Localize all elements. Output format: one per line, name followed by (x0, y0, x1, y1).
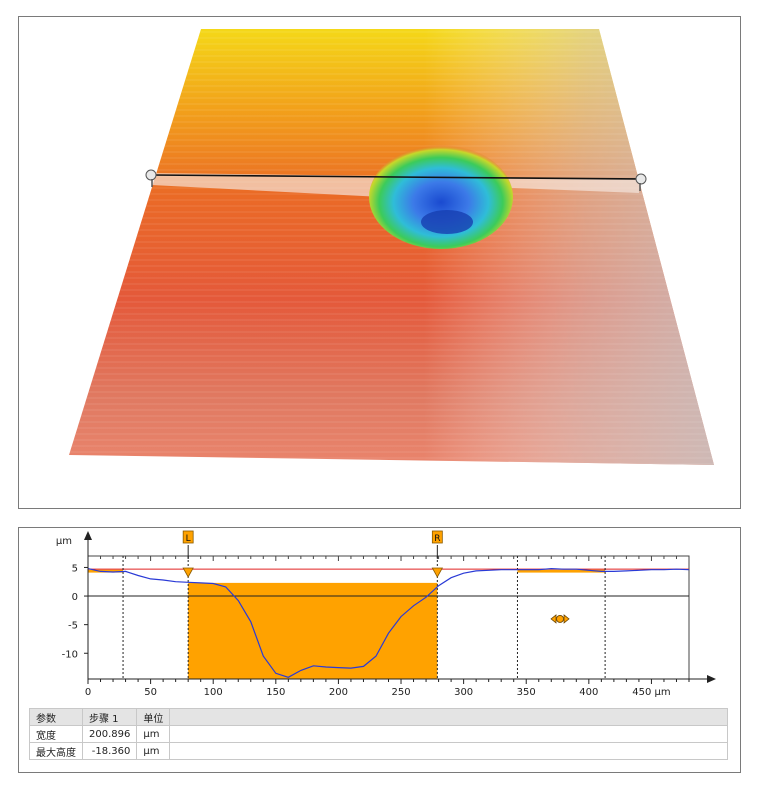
profile-cut-plane (151, 173, 641, 227)
table-header-row: 参数 步骤 1 单位 (29, 708, 728, 726)
crater-bottom (421, 210, 473, 234)
y-axis-label: µm (56, 536, 72, 547)
move-handle-center[interactable] (556, 615, 564, 623)
profile-curve (87, 567, 690, 678)
x-tick-label: 0 (85, 687, 91, 698)
table-row-spacer (169, 742, 728, 760)
table-row: 宽度 200.896 µm (29, 725, 728, 743)
marker-label: R (434, 534, 440, 544)
table-row-spacer (169, 725, 728, 743)
param-name: 最大高度 (29, 742, 83, 760)
param-value: 200.896 (81, 725, 138, 743)
marker-arrow-r[interactable] (431, 567, 444, 578)
y-tick-label: 5 (72, 563, 78, 574)
table-header-cell: 参数 (29, 708, 83, 726)
y-tick-label: -10 (62, 649, 78, 660)
profile-handle-right[interactable] (635, 173, 647, 185)
x-tick-label: 350 (517, 687, 536, 698)
parameter-table: 参数 步骤 1 单位 宽度 200.896 µm 最大高度 -18.360 µm (29, 708, 728, 760)
y-tick-label: 0 (72, 592, 78, 603)
table-header-cell: 步骤 1 (81, 708, 138, 726)
reference-region[interactable] (517, 569, 606, 573)
param-name: 宽度 (29, 725, 83, 743)
marker-flag-r[interactable] (431, 530, 443, 544)
marker-flag-l[interactable] (182, 530, 194, 544)
x-tick-label: 450 µm (632, 687, 670, 698)
param-unit: µm (136, 742, 171, 760)
table-row: 最大高度 -18.360 µm (29, 742, 728, 760)
surface-texture (69, 29, 714, 465)
profile-handle-left[interactable] (145, 169, 157, 181)
param-unit: µm (136, 725, 171, 743)
x-tick-label: 150 (266, 687, 285, 698)
measurement-region[interactable] (188, 582, 438, 679)
x-tick-label: 50 (144, 687, 157, 698)
y-axis-arrow (84, 531, 92, 540)
profile-line-3d[interactable] (150, 174, 642, 180)
crater (369, 145, 513, 249)
table-header-spacer (169, 708, 728, 726)
table-header-cell: 单位 (136, 708, 171, 726)
x-tick-label: 300 (454, 687, 473, 698)
x-tick-label: 400 (579, 687, 598, 698)
marker-label: L (186, 534, 191, 544)
x-tick-label: 100 (204, 687, 223, 698)
x-tick-label: 200 (329, 687, 348, 698)
surface-3d-view[interactable] (18, 16, 741, 509)
y-tick-label: -5 (68, 621, 78, 632)
x-tick-label: 250 (391, 687, 410, 698)
surface-3d-svg[interactable] (19, 17, 740, 508)
param-value: -18.360 (81, 742, 138, 760)
x-axis-arrow (707, 675, 716, 683)
marker-arrow-l[interactable] (182, 567, 194, 578)
move-handle-icon[interactable] (550, 614, 570, 624)
profile-panel: µm 5 0 -5 -10 0 50 100 150 200 250 300 350 400 450 µm L… (18, 527, 741, 773)
